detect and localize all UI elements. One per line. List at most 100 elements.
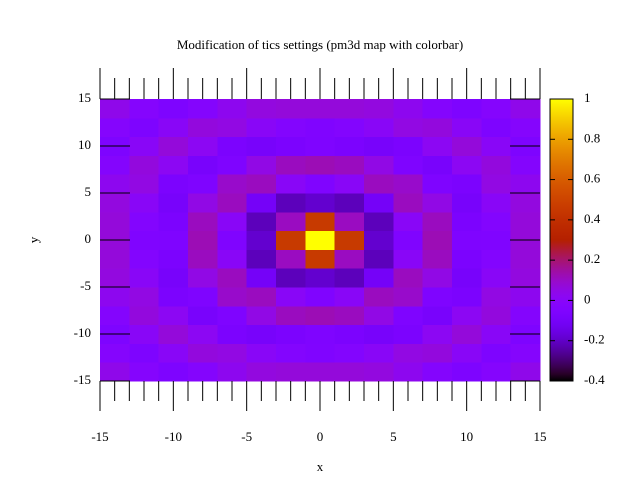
heat-cell [100, 193, 130, 213]
heat-cell [393, 324, 424, 344]
heat-cell [276, 211, 306, 232]
heat-cell [305, 249, 336, 269]
heat-cell [510, 174, 541, 194]
heat-cell [276, 343, 306, 363]
heat-cell [510, 117, 541, 138]
heat-cell [129, 155, 160, 175]
heat-cell [481, 287, 512, 307]
heat-cell [452, 230, 482, 250]
heat-cell [452, 136, 482, 156]
heat-cell [364, 305, 394, 326]
heat-cell [246, 305, 277, 326]
x-tick-label: -10 [165, 429, 182, 444]
colorbar-tick-label: 1 [584, 90, 591, 105]
heat-cell [305, 174, 336, 194]
heat-cell [481, 305, 512, 326]
heat-cell [276, 249, 306, 269]
heat-cell [481, 99, 512, 119]
x-tick-label: -15 [91, 429, 108, 444]
heat-cell [276, 268, 306, 288]
x-axis-label: x [317, 459, 324, 474]
heat-cell [334, 230, 365, 250]
heat-cell [158, 362, 189, 382]
heat-cell [364, 268, 394, 288]
heat-cell [188, 193, 218, 213]
heat-cell [481, 155, 512, 175]
heat-cell [422, 99, 453, 119]
heat-cell [217, 305, 248, 326]
heat-cell [393, 230, 424, 250]
heat-cell [481, 211, 512, 232]
heat-cell [217, 136, 248, 156]
heat-cell [217, 99, 248, 119]
heat-cell [129, 305, 160, 326]
heat-cell [393, 193, 424, 213]
heat-cell [334, 99, 365, 119]
heat-cell [217, 174, 248, 194]
heat-cell [364, 249, 394, 269]
heat-cell [246, 117, 277, 138]
x-tick-label: -5 [241, 429, 252, 444]
heat-cell [422, 230, 453, 250]
heat-cell [276, 117, 306, 138]
heat-cell [305, 287, 336, 307]
heat-cell [481, 193, 512, 213]
heat-cell [305, 343, 336, 363]
heat-cell [364, 99, 394, 119]
heat-cell [129, 324, 160, 344]
heat-cell [334, 155, 365, 175]
colorbar-tick-label: 0.2 [584, 251, 600, 266]
heat-cell [452, 193, 482, 213]
heat-cell [481, 362, 512, 382]
heat-cell [129, 174, 160, 194]
colorbar-tick-label: 0 [584, 291, 591, 306]
heat-cell [188, 305, 218, 326]
x-tick-label: 0 [317, 429, 324, 444]
heat-cell [422, 136, 453, 156]
heat-cell [393, 136, 424, 156]
heat-cell [100, 268, 130, 288]
heat-cell [481, 324, 512, 344]
heat-cell [510, 362, 541, 382]
heat-cell [100, 249, 130, 269]
heat-cell [305, 305, 336, 326]
heat-cell [188, 136, 218, 156]
heat-cell [422, 343, 453, 363]
heat-cell [422, 155, 453, 175]
heat-cell [364, 362, 394, 382]
heat-cell [334, 324, 365, 344]
colorbar-tick-label: 0.8 [584, 130, 600, 145]
heat-cell [364, 193, 394, 213]
heat-cell [364, 155, 394, 175]
heat-cell [217, 230, 248, 250]
heat-cell [422, 287, 453, 307]
heat-cell [246, 343, 277, 363]
heat-cell [364, 136, 394, 156]
heat-cell [510, 268, 541, 288]
heat-cell [246, 193, 277, 213]
heat-cell [393, 99, 424, 119]
heat-cell [452, 211, 482, 232]
colorbar-tick-label: 0.6 [584, 171, 601, 186]
heat-cell [188, 230, 218, 250]
heat-cell [246, 155, 277, 175]
y-tick-label: -5 [80, 278, 91, 293]
heat-cell [129, 230, 160, 250]
heat-cell [276, 99, 306, 119]
heat-cell [305, 211, 336, 232]
y-axis-label: y [26, 236, 41, 243]
heat-cell [100, 305, 130, 326]
y-tick-label: 5 [85, 184, 92, 199]
heat-cell [481, 117, 512, 138]
heat-cell [246, 287, 277, 307]
heat-cell [305, 136, 336, 156]
heat-cell [510, 99, 541, 119]
heat-cell [158, 305, 189, 326]
heat-cell [100, 287, 130, 307]
heat-cell [334, 211, 365, 232]
heat-cell [246, 136, 277, 156]
heat-cell [188, 174, 218, 194]
heat-cell [481, 174, 512, 194]
heat-cell [129, 136, 160, 156]
